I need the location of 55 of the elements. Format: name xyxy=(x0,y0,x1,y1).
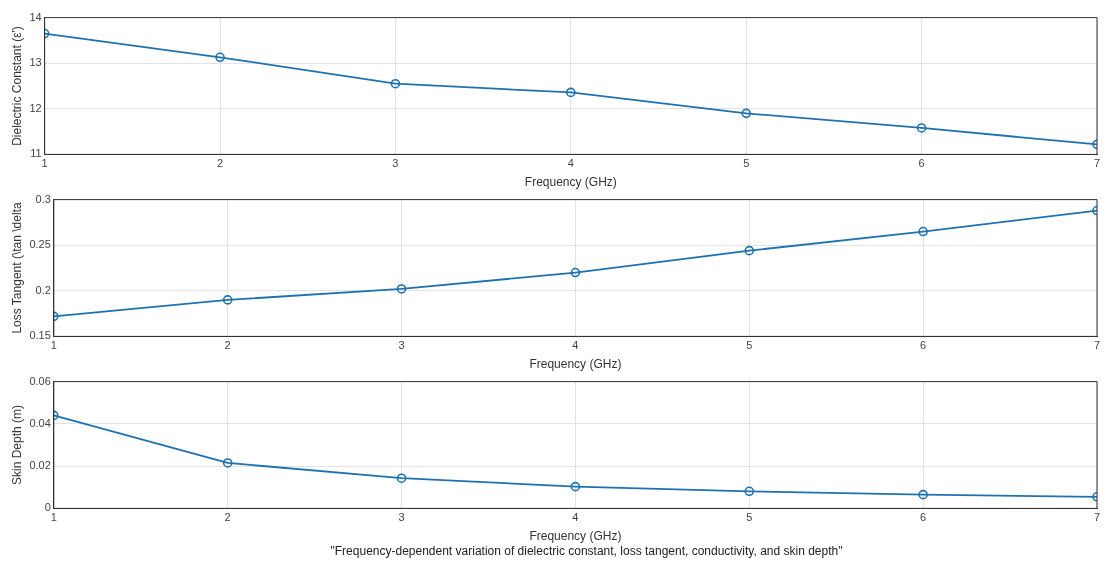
point xyxy=(916,123,927,133)
x-tick-label: 2 xyxy=(224,511,231,524)
y-tick-label: 0.2 xyxy=(35,283,51,296)
y-tick-label: 0.06 xyxy=(29,374,51,387)
x-tick-label: 7 xyxy=(1093,157,1101,170)
x-tick-label: 2 xyxy=(216,157,224,170)
x-tick-label: 2 xyxy=(224,339,231,352)
x-tick-label: 3 xyxy=(392,157,399,170)
point xyxy=(570,267,581,278)
y-tick-label: 0 xyxy=(44,501,51,514)
x-tick-label: 1 xyxy=(50,339,57,352)
y-tick-label: 0.3 xyxy=(35,192,51,205)
x-axis-title: Frequency (GHz) xyxy=(529,529,622,544)
y-tick-label: 13 xyxy=(29,56,42,69)
point xyxy=(222,458,233,468)
y-axis-title: Dielectric Constant (ε') xyxy=(9,26,24,146)
x-tick-label: 7 xyxy=(1093,511,1101,524)
point xyxy=(570,481,581,492)
y-tick-label: 0.04 xyxy=(29,416,51,429)
x-tick-label: 3 xyxy=(398,511,405,524)
point xyxy=(741,108,752,119)
x-axis-title: Frequency (GHz) xyxy=(529,357,622,372)
point xyxy=(396,473,407,483)
y-tick-label: 11 xyxy=(30,147,42,160)
x-tick-label: 4 xyxy=(567,157,574,170)
point xyxy=(390,78,401,89)
x-tick-label: 6 xyxy=(920,339,927,352)
x-tick-label: 6 xyxy=(920,511,927,524)
y-axis-title: Loss Tangent (\tan \delta xyxy=(9,202,24,334)
point xyxy=(566,87,576,98)
point xyxy=(744,245,755,256)
x-tick-label: 1 xyxy=(41,157,48,170)
x-tick-label: 3 xyxy=(398,339,405,352)
point xyxy=(918,489,928,500)
y-axis-title: Skin Depth (m) xyxy=(9,404,24,486)
x-axis-title: Frequency (GHz) xyxy=(524,175,617,190)
x-tick-label: 7 xyxy=(1093,339,1101,352)
y-tick-label: 14 xyxy=(29,10,42,23)
x-tick-label: 4 xyxy=(572,511,579,524)
point xyxy=(222,295,233,305)
point xyxy=(918,226,928,237)
x-tick-label: 5 xyxy=(746,511,753,524)
text: "Frequency-dependent variation of dielectric constant, loss tangent, conductivity, and skin depth" xyxy=(329,544,844,558)
y-tick-label: 12 xyxy=(29,101,42,114)
x-tick-label: 1 xyxy=(50,511,57,524)
point xyxy=(396,284,407,294)
point xyxy=(744,486,755,497)
y-tick-label: 0.15 xyxy=(29,329,51,342)
x-tick-label: 6 xyxy=(918,157,925,170)
y-tick-label: 0.25 xyxy=(29,238,51,251)
x-tick-label: 4 xyxy=(572,339,579,352)
point xyxy=(215,52,225,63)
x-tick-label: 5 xyxy=(746,339,753,352)
x-tick-label: 5 xyxy=(743,157,750,170)
y-tick-label: 0.02 xyxy=(29,459,51,472)
